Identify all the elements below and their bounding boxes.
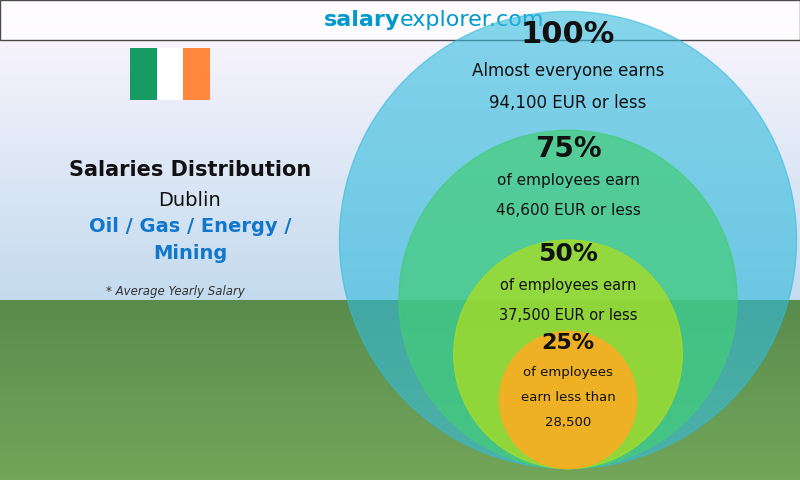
Text: 25%: 25% [542, 333, 594, 353]
FancyBboxPatch shape [157, 48, 183, 100]
Text: salary: salary [324, 10, 400, 30]
Text: 100%: 100% [521, 20, 615, 49]
Text: 75%: 75% [534, 134, 602, 163]
Text: 46,600 EUR or less: 46,600 EUR or less [495, 203, 641, 218]
Text: of employees: of employees [523, 366, 613, 379]
FancyBboxPatch shape [0, 0, 800, 40]
FancyBboxPatch shape [130, 48, 157, 100]
Text: * Average Yearly Salary: * Average Yearly Salary [106, 286, 245, 299]
Text: earn less than: earn less than [521, 391, 615, 404]
Text: Salaries Distribution: Salaries Distribution [69, 160, 311, 180]
Text: explorer.com: explorer.com [400, 10, 545, 30]
FancyBboxPatch shape [183, 48, 210, 100]
Text: Almost everyone earns: Almost everyone earns [472, 62, 664, 80]
Text: 94,100 EUR or less: 94,100 EUR or less [490, 94, 646, 112]
Text: 28,500: 28,500 [545, 416, 591, 429]
Text: 50%: 50% [538, 242, 598, 266]
Circle shape [454, 240, 682, 468]
Circle shape [499, 331, 637, 468]
Text: 37,500 EUR or less: 37,500 EUR or less [498, 308, 638, 323]
Text: Oil / Gas / Energy /
Mining: Oil / Gas / Energy / Mining [89, 217, 291, 263]
Circle shape [339, 12, 797, 468]
Circle shape [399, 130, 737, 468]
Text: Dublin: Dublin [158, 191, 222, 209]
Text: of employees earn: of employees earn [500, 278, 636, 293]
Text: of employees earn: of employees earn [497, 173, 639, 188]
